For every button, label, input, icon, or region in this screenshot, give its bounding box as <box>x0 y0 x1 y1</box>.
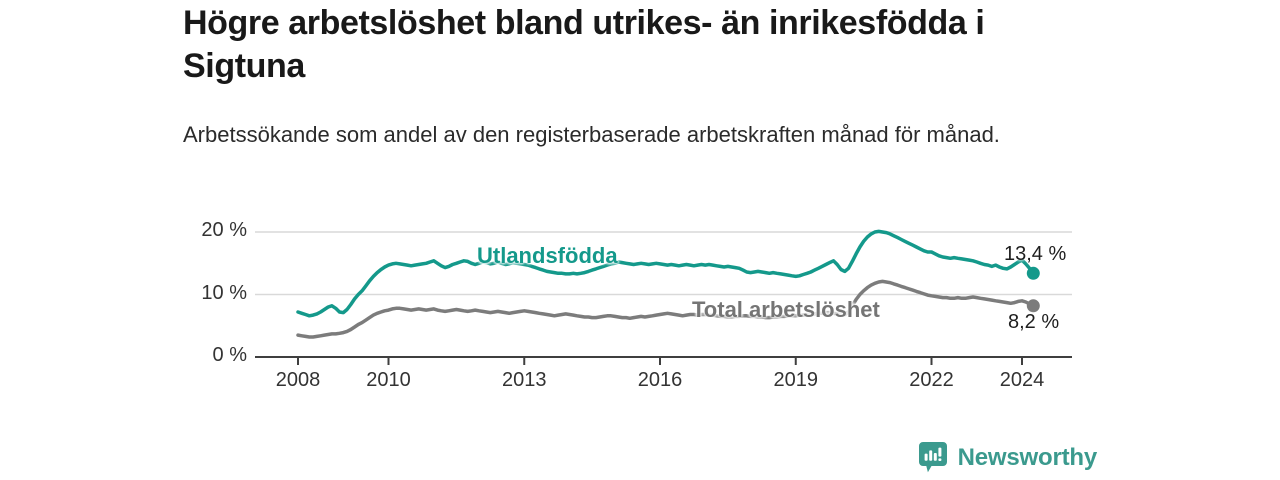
newsworthy-wordmark: Newsworthy <box>957 443 1098 471</box>
end-value-label-total: 8,2 % <box>1008 311 1060 333</box>
y-tick-label: 0 % <box>212 344 247 366</box>
series-label-utlandsfodda: Utlandsfödda <box>477 243 618 268</box>
y-tick-label: 10 % <box>201 281 247 304</box>
x-tick-label: 2013 <box>502 369 547 391</box>
chart-subtitle: Arbetssökande som andel av den registerb… <box>183 122 1000 147</box>
x-tick-label: 2010 <box>366 369 411 391</box>
series-end-dot <box>1026 266 1040 280</box>
x-tick-label: 2022 <box>909 369 954 391</box>
x-tick-label: 2008 <box>275 369 321 391</box>
series-label-total-arbetsloshet: Total arbetslöshet <box>692 297 880 322</box>
series-end-dot <box>1026 299 1040 313</box>
bar-chart-speech-bubble-icon <box>918 442 947 473</box>
series-line-total-arbetsl-shet <box>296 279 1036 339</box>
x-tick-label: 2019 <box>773 369 819 391</box>
chart-title: Högre arbetslöshet bland utrikes- än inr… <box>183 4 985 85</box>
x-tick-label: 2024 <box>999 369 1045 391</box>
x-tick-label: 2016 <box>637 369 683 391</box>
newsworthy-logo[interactable]: Newsworthy <box>918 441 1097 474</box>
end-value-label-utlandsfodda: 13,4 % <box>1004 243 1067 265</box>
y-tick-label: 20 % <box>201 219 247 241</box>
series-line-utlandsf-dda <box>296 229 1036 318</box>
